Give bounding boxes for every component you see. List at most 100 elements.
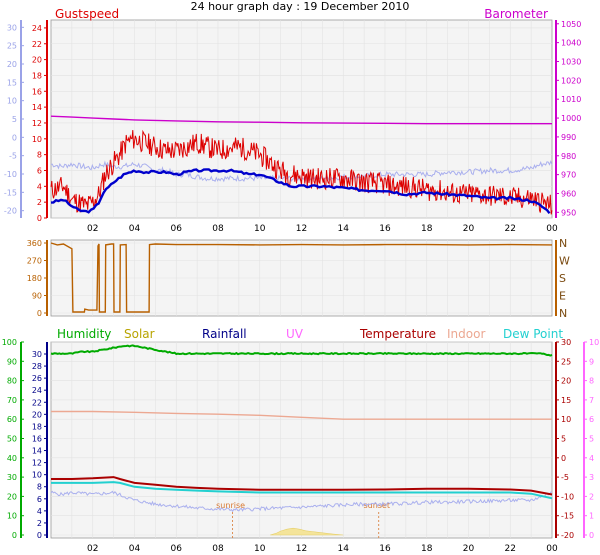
uv-axis-label: 9	[589, 357, 594, 366]
uv-axis-label: 1	[589, 512, 594, 521]
legend-indoor: Indoor	[447, 327, 485, 341]
rainfall-axis-label: 6	[37, 495, 42, 504]
rainfall-axis-label: 4	[37, 507, 42, 516]
x-tick-label: 06	[171, 224, 183, 234]
humidity-axis-label: 10	[7, 512, 17, 521]
compass-axis-label: S	[559, 272, 566, 285]
environment-legend: Humidity Solar Rainfall UV Temperature I…	[57, 327, 563, 341]
temperature-axis: 30 25 20 15 10 5 0 -5 -10 -15 -20	[555, 338, 574, 540]
barometer-line	[50, 115, 552, 125]
humidity-axis-label: 60	[7, 415, 17, 424]
inner-axis-label: -15	[4, 188, 17, 197]
x-tick-label: 12	[296, 544, 307, 554]
x-tick-label: 18	[421, 544, 433, 554]
uv-axis-label: 10	[589, 338, 599, 347]
x-tick-label: 22	[505, 224, 516, 234]
compass-axis-label: N	[559, 307, 567, 320]
barometer-axis-label: 970	[561, 171, 576, 180]
inner-axis-label: -5	[9, 152, 17, 161]
chart-title: 24 hour graph day : 19 December 2010	[191, 0, 410, 13]
x-tick-label: 08	[212, 544, 224, 554]
barometer-axis-label: 960	[561, 189, 576, 198]
sun-annotations: sunrise sunset	[216, 501, 390, 538]
humidity-axis-label: 80	[7, 377, 17, 386]
rainfall-axis-label: 10	[32, 471, 42, 480]
barometer-axis-label: 1010	[561, 95, 581, 104]
temperature-axis-label: 20	[561, 377, 571, 386]
barometer-axis-label: 1040	[561, 39, 581, 48]
humidity-axis-label: 100	[2, 338, 17, 347]
rainfall-axis-label: 14	[32, 447, 42, 456]
temperature-axis-label: -10	[561, 492, 574, 501]
legend-dew-point: Dew Point	[503, 327, 563, 341]
rainfall-axis-label: 22	[32, 398, 42, 407]
direction-axis-label: 90	[32, 292, 42, 301]
inner-axis-label: 5	[12, 115, 17, 124]
wind-chill-line	[50, 490, 553, 513]
x-tick-label: 02	[87, 224, 98, 234]
temperature-axis-label: -5	[561, 473, 569, 482]
barometer-axis-label: 980	[561, 152, 576, 161]
rainfall-axis-label: 24	[32, 386, 42, 395]
uv-axis-label: 3	[589, 473, 594, 482]
uv-axis-label: 5	[589, 435, 594, 444]
rainfall-axis-label: 26	[32, 374, 42, 383]
x-tick-label: 22	[505, 544, 516, 554]
wind-x-axis: 02 04 06 08 10 12 14 16 18 20 22 00	[87, 224, 558, 234]
temperature-axis-label: 15	[561, 396, 571, 405]
temperature-axis-label: -20	[561, 531, 574, 540]
direction-left-axis: 360 270 180 90 0	[27, 239, 48, 318]
humidity-axis-label: 20	[7, 492, 17, 501]
uv-axis-label: 6	[589, 415, 594, 424]
environment-series	[50, 344, 553, 536]
rainfall-axis-label: 2	[37, 519, 42, 528]
compass-axis-label: W	[559, 255, 570, 268]
humidity-axis-label: 0	[12, 531, 17, 540]
x-tick-label: 08	[212, 224, 224, 234]
rainfall-axis-label: 0	[37, 531, 42, 540]
uv-axis-label: 0	[589, 531, 594, 540]
humidity-axis-label: 30	[7, 473, 17, 482]
compass-axis-label: N	[559, 237, 567, 250]
legend-rainfall: Rainfall	[202, 327, 247, 341]
gust-axis-label: 24	[32, 24, 42, 33]
x-tick-label: 10	[254, 544, 266, 554]
x-tick-label: 14	[338, 544, 350, 554]
temperature-axis-label: 30	[561, 338, 571, 347]
temperature-axis-label: 5	[561, 435, 566, 444]
sun-marker-label: sunset	[363, 501, 390, 510]
inner-axis-label: 25	[7, 42, 17, 51]
uv-axis-label: 2	[589, 492, 594, 501]
gust-axis-label: 14	[32, 103, 42, 112]
barometer-axis-label: 950	[561, 208, 576, 217]
indoor-line	[51, 410, 552, 420]
barometer-axis-label: 1030	[561, 57, 581, 66]
wind-series	[50, 115, 553, 215]
barometer-axis-label: 990	[561, 133, 576, 142]
gust-axis-label: 12	[32, 119, 42, 128]
x-tick-label: 12	[296, 224, 307, 234]
temperature-line	[51, 476, 553, 496]
x-tick-label: 20	[463, 544, 475, 554]
temperature-axis-label: 10	[561, 415, 571, 424]
inner-axis-label: 10	[7, 97, 17, 106]
uv-axis-label: 8	[589, 377, 594, 386]
temperature-axis-label: -15	[561, 512, 574, 521]
rainfall-axis-label: 18	[32, 422, 42, 431]
uv-axis-label: 4	[589, 454, 594, 463]
direction-series	[50, 242, 553, 313]
barometer-axis-label: 1050	[561, 20, 581, 29]
legend-barometer: Barometer	[484, 7, 548, 21]
legend-gustspeed: Gustspeed	[55, 7, 119, 21]
x-tick-label: 00	[546, 544, 558, 554]
inner-axis-label: -10	[4, 170, 17, 179]
legend-uv: UV	[286, 327, 304, 341]
inner-axis-label: 0	[12, 133, 17, 142]
legend-humidity: Humidity	[57, 327, 111, 341]
wind-direction-line	[50, 242, 553, 313]
